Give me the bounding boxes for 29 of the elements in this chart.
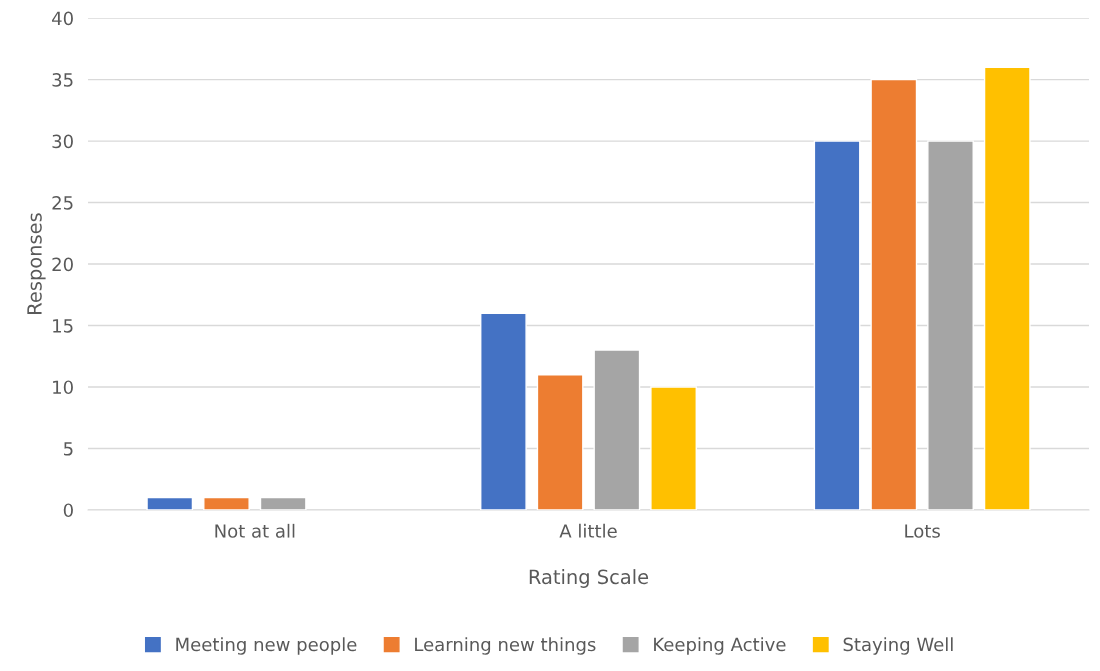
y-tick-label: 10 <box>53 380 73 395</box>
legend-label: Learning new things <box>415 637 596 655</box>
bar <box>259 496 307 510</box>
y-tick-label: 30 <box>52 134 73 149</box>
bar <box>536 374 584 510</box>
x-tick-label: Lots <box>905 524 940 538</box>
legend-label: Staying Well <box>843 637 953 655</box>
y-tick-label: 5 <box>64 442 73 456</box>
bar <box>927 140 974 510</box>
bar <box>480 312 527 510</box>
legend-label: Meeting new people <box>176 637 357 655</box>
bar <box>203 496 250 510</box>
bar <box>593 349 641 510</box>
y-axis-title: Responses <box>27 213 46 314</box>
bar <box>146 496 194 510</box>
y-tick-label: 20 <box>52 257 73 272</box>
bar <box>870 78 918 510</box>
bar <box>983 66 1031 510</box>
y-tick-label: 40 <box>52 11 73 26</box>
y-tick-label: 0 <box>63 503 73 518</box>
x-axis-title: Rating Scale <box>529 569 649 588</box>
bar <box>650 386 697 510</box>
x-tick-label: A little <box>559 523 617 538</box>
bar <box>813 140 861 510</box>
y-tick-label: 35 <box>52 73 73 87</box>
legend-label: Keeping Active <box>654 637 786 655</box>
y-tick-label: 15 <box>53 319 73 333</box>
x-tick-label: Not at all <box>215 523 295 538</box>
y-tick-label: 25 <box>52 196 73 210</box>
